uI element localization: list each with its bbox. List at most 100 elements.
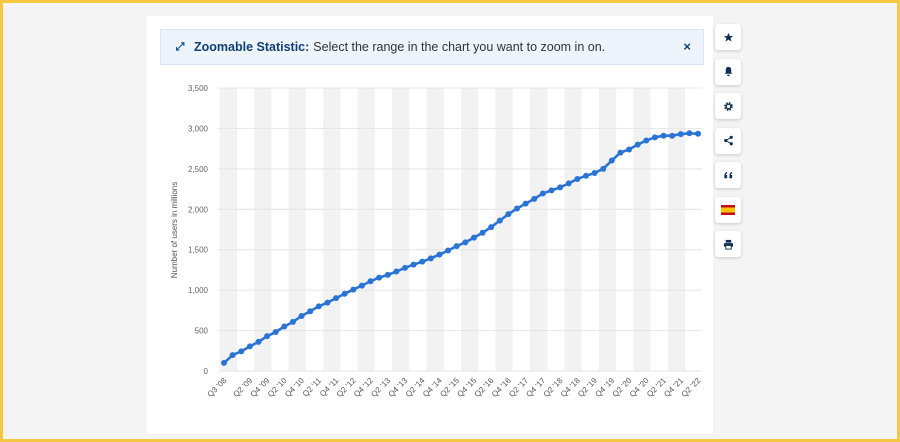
- y-axis-ticks: 0 500 1,000 1,500 2,000 2,500 3,000 3,500: [188, 84, 209, 376]
- data-point[interactable]: [376, 274, 383, 281]
- data-point[interactable]: [470, 234, 477, 241]
- data-point[interactable]: [298, 313, 305, 320]
- x-tick-label: Q3 '08: [206, 376, 229, 399]
- chart-band: [392, 88, 410, 371]
- data-point[interactable]: [221, 359, 227, 366]
- data-point[interactable]: [341, 290, 348, 297]
- y-tick-label: 2,000: [188, 205, 209, 214]
- data-point[interactable]: [436, 251, 443, 258]
- chart-band: [529, 88, 548, 371]
- y-tick-label: 3,500: [188, 84, 209, 93]
- data-point[interactable]: [582, 172, 589, 179]
- data-point[interactable]: [643, 137, 650, 144]
- chart-bands: [219, 88, 686, 371]
- spain-flag-icon: [721, 204, 735, 215]
- data-point[interactable]: [358, 282, 365, 289]
- data-point[interactable]: [496, 217, 503, 224]
- data-point[interactable]: [393, 268, 400, 275]
- data-point[interactable]: [401, 264, 408, 271]
- data-point[interactable]: [315, 303, 322, 310]
- chart-band: [219, 88, 237, 371]
- zoom-banner-label: Zoomable Statistic:: [194, 40, 310, 54]
- data-point[interactable]: [255, 338, 262, 345]
- data-point[interactable]: [651, 134, 658, 141]
- data-point[interactable]: [367, 278, 374, 285]
- settings-button[interactable]: [715, 93, 741, 119]
- chart-band: [357, 88, 375, 371]
- chart-band: [323, 88, 341, 371]
- y-axis-label: Number of users in millions: [170, 182, 179, 278]
- data-point[interactable]: [488, 224, 495, 231]
- side-toolbar: [715, 24, 741, 266]
- data-point[interactable]: [410, 261, 417, 268]
- data-point[interactable]: [462, 239, 469, 246]
- data-point[interactable]: [522, 200, 529, 207]
- favorite-button[interactable]: [715, 24, 741, 50]
- cite-button[interactable]: [715, 162, 741, 188]
- data-point[interactable]: [634, 141, 641, 148]
- data-point[interactable]: [617, 149, 624, 156]
- data-point[interactable]: [608, 157, 615, 164]
- data-point[interactable]: [686, 130, 693, 137]
- data-point[interactable]: [548, 187, 555, 194]
- bell-icon: [724, 66, 732, 77]
- chart-band: [564, 88, 582, 371]
- y-tick-label: 1,500: [188, 246, 209, 255]
- zoom-icon: ⤢: [175, 40, 185, 53]
- data-point[interactable]: [350, 286, 357, 293]
- data-point[interactable]: [531, 195, 538, 202]
- data-point[interactable]: [660, 132, 667, 139]
- data-point[interactable]: [272, 329, 279, 336]
- data-point[interactable]: [514, 205, 521, 212]
- data-point[interactable]: [479, 229, 486, 236]
- data-point[interactable]: [677, 131, 684, 138]
- chart-gridlines: [218, 87, 702, 372]
- data-points: [221, 130, 701, 366]
- data-point[interactable]: [307, 308, 314, 315]
- data-point[interactable]: [229, 352, 236, 359]
- data-point[interactable]: [281, 323, 288, 330]
- y-tick-label: 500: [195, 327, 209, 336]
- data-point[interactable]: [591, 169, 598, 176]
- data-point[interactable]: [384, 271, 391, 278]
- data-point[interactable]: [565, 180, 572, 187]
- share-button[interactable]: [715, 127, 741, 154]
- print-button[interactable]: [715, 231, 741, 257]
- data-point[interactable]: [669, 132, 676, 139]
- language-button[interactable]: [715, 196, 741, 223]
- chart-band: [426, 88, 444, 371]
- data-point[interactable]: [419, 258, 426, 265]
- chart-band: [288, 88, 306, 371]
- y-tick-label: 0: [204, 367, 209, 376]
- y-tick-label: 1,000: [188, 286, 209, 295]
- zoom-banner-text: Select the range in the chart you want t…: [313, 40, 606, 54]
- notification-button[interactable]: [715, 58, 741, 85]
- data-point[interactable]: [557, 184, 564, 191]
- data-point[interactable]: [574, 175, 581, 182]
- close-icon[interactable]: ×: [683, 39, 691, 54]
- data-point[interactable]: [539, 190, 546, 197]
- data-point[interactable]: [445, 247, 452, 254]
- gear-icon: [723, 101, 733, 111]
- share-icon: [723, 135, 733, 146]
- data-point[interactable]: [238, 348, 245, 355]
- y-tick-label: 2,500: [188, 165, 209, 174]
- data-point[interactable]: [324, 299, 331, 306]
- data-point[interactable]: [289, 318, 296, 325]
- data-point[interactable]: [333, 295, 340, 302]
- data-point[interactable]: [626, 146, 633, 153]
- data-point[interactable]: [600, 165, 607, 172]
- star-icon: [723, 32, 733, 42]
- data-point[interactable]: [505, 211, 512, 218]
- data-point[interactable]: [427, 255, 434, 262]
- data-point[interactable]: [453, 243, 460, 250]
- chart-band: [254, 88, 272, 371]
- zoom-banner: ⤢ Zoomable Statistic: Select the range i…: [160, 29, 704, 65]
- data-point[interactable]: [264, 333, 271, 340]
- print-icon: [723, 239, 733, 250]
- chart-band: [461, 88, 479, 371]
- data-point[interactable]: [246, 343, 253, 350]
- data-point[interactable]: [695, 130, 701, 137]
